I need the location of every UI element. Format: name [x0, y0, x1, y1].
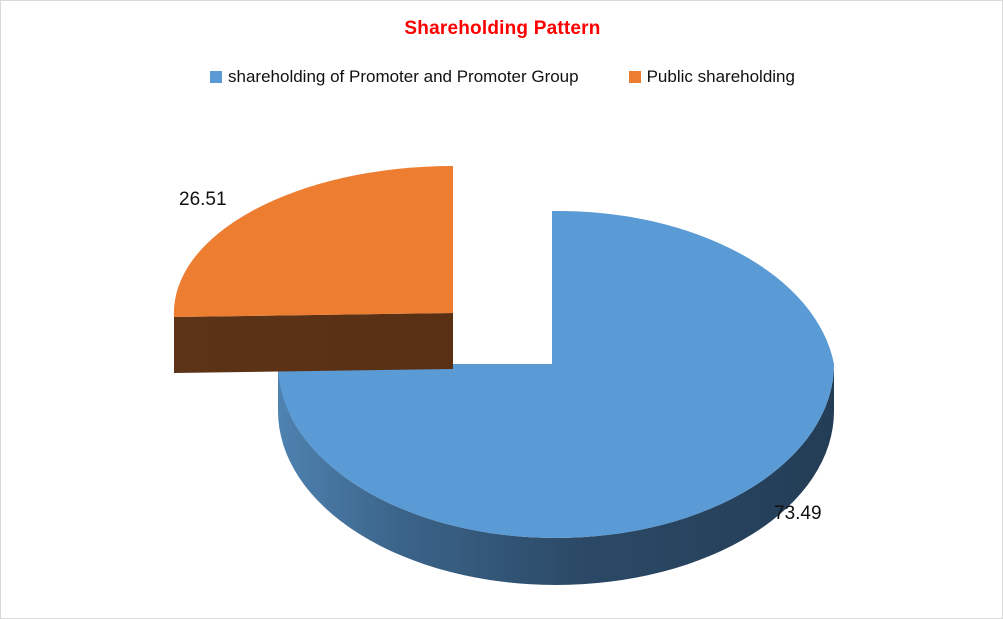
pie-slice-promoter-side	[278, 364, 834, 585]
pie-slice-promoter[interactable]	[278, 210, 834, 585]
pie-slice-public-top	[173, 165, 453, 317]
legend-label-promoter: shareholding of Promoter and Promoter Gr…	[228, 67, 579, 86]
pie-slice-promoter-top	[278, 210, 834, 538]
legend-item-public[interactable]: Public shareholding	[628, 67, 795, 87]
legend-item-promoter[interactable]: shareholding of Promoter and Promoter Gr…	[210, 67, 579, 87]
chart-legend: shareholding of Promoter and Promoter Gr…	[1, 67, 1002, 87]
pie-slice-public[interactable]	[173, 165, 453, 373]
legend-label-public: Public shareholding	[646, 67, 795, 86]
data-label-promoter: 73.49	[774, 503, 822, 524]
legend-swatch-blue-icon	[210, 71, 223, 83]
legend-swatch-orange-icon	[628, 71, 641, 83]
data-label-public: 26.51	[179, 189, 227, 210]
pie-slice-public-side	[174, 313, 453, 373]
chart-title: Shareholding Pattern	[404, 18, 601, 39]
